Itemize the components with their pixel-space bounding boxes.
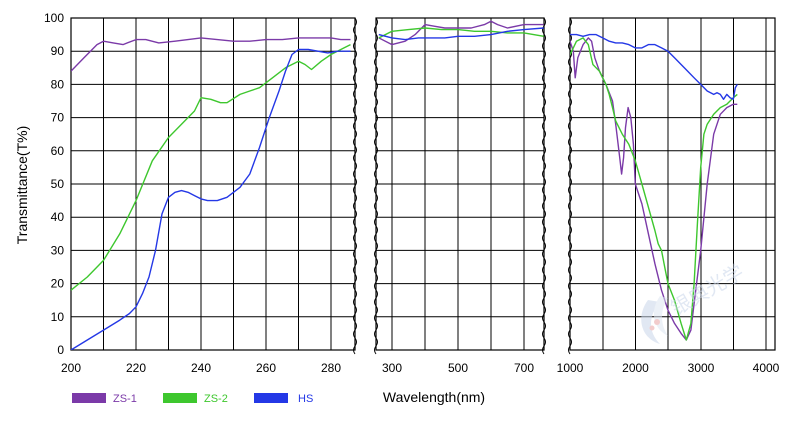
- panel-frame: [70, 17, 356, 351]
- axis-break-gap: [545, 17, 569, 351]
- x-tick-label: 700: [514, 361, 534, 375]
- x-tick-label: 2000: [622, 361, 649, 375]
- series-line-zs-1: [71, 37, 351, 72]
- legend-swatch-hs: [254, 393, 288, 403]
- x-tick-label: 300: [382, 361, 402, 375]
- watermark-dot-icon: [649, 325, 655, 331]
- panel-frames: [70, 17, 776, 355]
- x-tick-label: 4000: [753, 361, 780, 375]
- legend: ZS-1 ZS-2 HS: [72, 393, 313, 405]
- x-tick-label: 220: [126, 361, 146, 375]
- y-tick-label: 30: [51, 243, 65, 257]
- y-tick-label: 70: [51, 111, 65, 125]
- series-line-zs-2: [570, 37, 738, 341]
- panel-frame: [569, 17, 776, 351]
- series-line-zs-1: [570, 37, 738, 341]
- y-tick-label: 10: [51, 310, 65, 324]
- axis-break-edge: [353, 17, 357, 355]
- x-tick-label: 200: [61, 361, 81, 375]
- y-tick-label: 40: [51, 210, 65, 224]
- legend-label-zs1: ZS-1: [113, 393, 137, 405]
- watermark-swoosh-icon: [653, 296, 668, 336]
- axis-break-edge: [568, 17, 572, 355]
- series-line-zs-2: [71, 43, 351, 291]
- y-tick-label: 100: [44, 11, 64, 25]
- y-axis-title: Transmittance(T%): [14, 126, 30, 245]
- series-line-hs: [71, 48, 351, 350]
- x-tick-label: 280: [321, 361, 341, 375]
- y-tick-label: 0: [57, 343, 64, 357]
- watermark-dot-icon: [654, 319, 660, 325]
- y-tick-label: 90: [51, 44, 65, 58]
- y-tick-label: 60: [51, 144, 65, 158]
- legend-swatch-zs1: [72, 393, 106, 403]
- legend-label-hs: HS: [298, 393, 313, 405]
- series-line-hs: [570, 33, 738, 100]
- x-tick-label: 260: [256, 361, 276, 375]
- x-tick-label: 3000: [688, 361, 715, 375]
- series-line-zs-2: [378, 27, 544, 39]
- x-tick-label: 1000: [557, 361, 584, 375]
- tick-labels: 0 10 20 30 40 50 60 70 80 90 100 200 220 240 260 280 300…: [44, 11, 780, 375]
- x-axis-title: Wavelength(nm): [383, 389, 485, 405]
- y-tick-label: 80: [51, 77, 65, 91]
- axis-break-gap: [356, 17, 375, 351]
- x-tick-label: 500: [448, 361, 468, 375]
- series-lines: [71, 20, 738, 350]
- axis-break-edge: [374, 17, 378, 355]
- axis-break-edge: [542, 17, 546, 355]
- legend-swatch-zs2: [163, 393, 197, 403]
- panel-frame: [375, 17, 545, 351]
- legend-label-zs2: ZS-2: [204, 393, 228, 405]
- y-tick-label: 20: [51, 277, 65, 291]
- y-tick-label: 50: [51, 177, 65, 191]
- watermark-text: 银典光学: [667, 260, 748, 321]
- x-tick-label: 240: [191, 361, 211, 375]
- watermark-swoosh-icon: [641, 300, 660, 344]
- series-line-hs: [378, 27, 544, 41]
